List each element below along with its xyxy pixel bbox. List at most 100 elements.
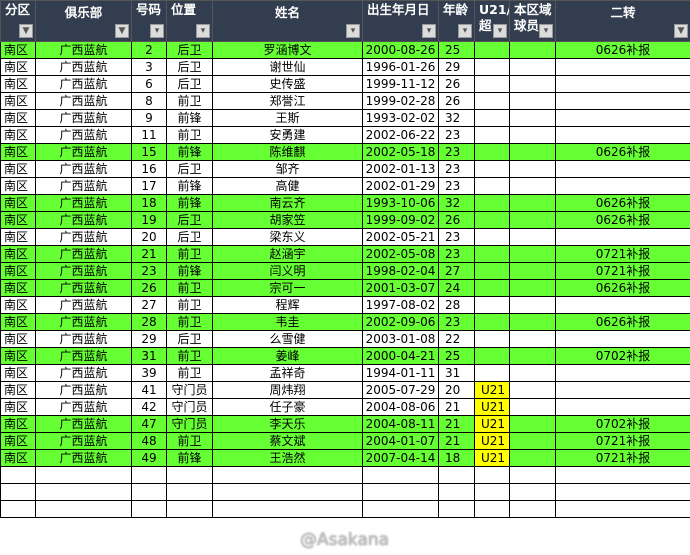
cell-transfer[interactable] bbox=[555, 330, 690, 348]
filter-dropdown-icon[interactable]: ▾ bbox=[346, 24, 360, 38]
cell-u21[interactable] bbox=[474, 228, 510, 246]
cell-pos[interactable]: 前锋 bbox=[166, 109, 213, 127]
filter-dropdown-icon[interactable]: ▾ bbox=[539, 24, 553, 38]
cell-transfer[interactable]: 0626补报 bbox=[555, 279, 690, 297]
cell-transfer[interactable]: 0721补报 bbox=[555, 245, 690, 263]
empty-cell[interactable] bbox=[131, 466, 167, 484]
cell-zone[interactable]: 南区 bbox=[0, 160, 36, 178]
cell-local[interactable] bbox=[509, 381, 556, 399]
cell-pos[interactable]: 前卫 bbox=[166, 313, 213, 331]
cell-age[interactable]: 23 bbox=[438, 245, 475, 263]
cell-dob[interactable]: 1998-02-04 bbox=[362, 262, 439, 280]
cell-name[interactable]: 蔡文斌 bbox=[212, 432, 363, 450]
cell-dob[interactable]: 2005-07-29 bbox=[362, 381, 439, 399]
cell-u21[interactable] bbox=[474, 75, 510, 93]
cell-transfer[interactable] bbox=[555, 160, 690, 178]
table-row[interactable]: 南区 广西蓝航 26 前卫 宗可一 2001-03-07 24 0626补报 bbox=[0, 279, 690, 297]
cell-u21[interactable] bbox=[474, 313, 510, 331]
empty-cell[interactable] bbox=[555, 466, 690, 484]
cell-age[interactable]: 18 bbox=[438, 449, 475, 467]
cell-age[interactable]: 32 bbox=[438, 109, 475, 127]
cell-zone[interactable]: 南区 bbox=[0, 432, 36, 450]
cell-club[interactable]: 广西蓝航 bbox=[35, 41, 132, 59]
cell-pos[interactable]: 前锋 bbox=[166, 262, 213, 280]
cell-transfer[interactable] bbox=[555, 109, 690, 127]
cell-zone[interactable]: 南区 bbox=[0, 177, 36, 195]
cell-pos[interactable]: 前卫 bbox=[166, 347, 213, 365]
cell-zone[interactable]: 南区 bbox=[0, 313, 36, 331]
table-row[interactable]: 南区 广西蓝航 28 前卫 韦圭 2002-09-06 23 0626补报 bbox=[0, 313, 690, 331]
cell-local[interactable] bbox=[509, 347, 556, 365]
cell-zone[interactable]: 南区 bbox=[0, 330, 36, 348]
cell-u21[interactable] bbox=[474, 279, 510, 297]
cell-dob[interactable]: 1997-08-02 bbox=[362, 296, 439, 314]
cell-pos[interactable]: 前锋 bbox=[166, 449, 213, 467]
empty-cell[interactable] bbox=[509, 483, 556, 501]
cell-club[interactable]: 广西蓝航 bbox=[35, 398, 132, 416]
cell-dob[interactable]: 1999-11-12 bbox=[362, 75, 439, 93]
empty-cell[interactable] bbox=[362, 466, 439, 484]
empty-cell[interactable] bbox=[212, 466, 363, 484]
cell-dob[interactable]: 2000-04-21 bbox=[362, 347, 439, 365]
cell-name[interactable]: 梁东义 bbox=[212, 228, 363, 246]
cell-pos[interactable]: 后卫 bbox=[166, 41, 213, 59]
table-row[interactable]: 南区 广西蓝航 47 守门员 李天乐 2004-08-11 21 U21 0702补报 bbox=[0, 415, 690, 433]
cell-age[interactable]: 21 bbox=[438, 398, 475, 416]
cell-local[interactable] bbox=[509, 279, 556, 297]
cell-club[interactable]: 广西蓝航 bbox=[35, 313, 132, 331]
table-row[interactable]: 南区 广西蓝航 21 前卫 赵涵宇 2002-05-08 23 0721补报 bbox=[0, 245, 690, 263]
cell-zone[interactable]: 南区 bbox=[0, 211, 36, 229]
table-row[interactable]: 南区 广西蓝航 42 守门员 任子豪 2004-08-06 21 U21 bbox=[0, 398, 690, 416]
cell-transfer[interactable] bbox=[555, 58, 690, 76]
cell-local[interactable] bbox=[509, 398, 556, 416]
cell-age[interactable]: 22 bbox=[438, 330, 475, 348]
cell-club[interactable]: 广西蓝航 bbox=[35, 262, 132, 280]
empty-row[interactable] bbox=[0, 500, 690, 518]
cell-pos[interactable]: 前卫 bbox=[166, 245, 213, 263]
cell-name[interactable]: 宗可一 bbox=[212, 279, 363, 297]
filter-dropdown-icon[interactable]: ▾ bbox=[422, 24, 436, 38]
cell-club[interactable]: 广西蓝航 bbox=[35, 92, 132, 110]
cell-club[interactable]: 广西蓝航 bbox=[35, 160, 132, 178]
cell-age[interactable]: 26 bbox=[438, 75, 475, 93]
cell-pos[interactable]: 后卫 bbox=[166, 58, 213, 76]
cell-dob[interactable]: 2004-01-07 bbox=[362, 432, 439, 450]
cell-local[interactable] bbox=[509, 245, 556, 263]
empty-cell[interactable] bbox=[0, 466, 36, 484]
cell-u21[interactable] bbox=[474, 160, 510, 178]
cell-pos[interactable]: 后卫 bbox=[166, 75, 213, 93]
cell-pos[interactable]: 前卫 bbox=[166, 364, 213, 382]
cell-u21[interactable] bbox=[474, 211, 510, 229]
cell-age[interactable]: 27 bbox=[438, 262, 475, 280]
cell-zone[interactable]: 南区 bbox=[0, 245, 36, 263]
table-row[interactable]: 南区 广西蓝航 19 后卫 胡家笠 1999-09-02 26 0626补报 bbox=[0, 211, 690, 229]
cell-dob[interactable]: 2002-09-06 bbox=[362, 313, 439, 331]
cell-transfer[interactable] bbox=[555, 177, 690, 195]
cell-name[interactable]: 么雪健 bbox=[212, 330, 363, 348]
empty-cell[interactable] bbox=[362, 500, 439, 518]
cell-age[interactable]: 31 bbox=[438, 364, 475, 382]
cell-zone[interactable]: 南区 bbox=[0, 126, 36, 144]
empty-cell[interactable] bbox=[166, 466, 213, 484]
cell-local[interactable] bbox=[509, 262, 556, 280]
cell-pos[interactable]: 前卫 bbox=[166, 296, 213, 314]
cell-num[interactable]: 31 bbox=[131, 347, 167, 365]
cell-club[interactable]: 广西蓝航 bbox=[35, 177, 132, 195]
cell-club[interactable]: 广西蓝航 bbox=[35, 279, 132, 297]
cell-name[interactable]: 周炜翔 bbox=[212, 381, 363, 399]
cell-age[interactable]: 23 bbox=[438, 143, 475, 161]
cell-num[interactable]: 39 bbox=[131, 364, 167, 382]
cell-pos[interactable]: 前卫 bbox=[166, 432, 213, 450]
cell-club[interactable]: 广西蓝航 bbox=[35, 75, 132, 93]
filter-active-icon[interactable]: ▼ bbox=[674, 24, 688, 38]
cell-transfer[interactable]: 0702补报 bbox=[555, 347, 690, 365]
cell-local[interactable] bbox=[509, 177, 556, 195]
empty-cell[interactable] bbox=[166, 500, 213, 518]
cell-transfer[interactable]: 0626补报 bbox=[555, 41, 690, 59]
cell-u21[interactable] bbox=[474, 92, 510, 110]
cell-name[interactable]: 任子豪 bbox=[212, 398, 363, 416]
cell-num[interactable]: 49 bbox=[131, 449, 167, 467]
cell-num[interactable]: 17 bbox=[131, 177, 167, 195]
cell-pos[interactable]: 后卫 bbox=[166, 211, 213, 229]
cell-u21[interactable] bbox=[474, 194, 510, 212]
